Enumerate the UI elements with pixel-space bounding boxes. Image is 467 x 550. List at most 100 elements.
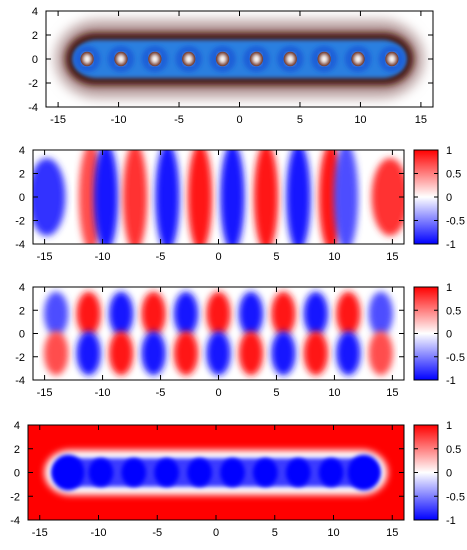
x-tick-label: -10 <box>95 251 111 263</box>
orbital-lobe-lower <box>108 331 134 376</box>
y-tick-label: -4 <box>15 375 25 387</box>
y-tick-label: 4 <box>19 282 25 294</box>
colorbar-tick-label: -1 <box>446 375 456 387</box>
colorbar-tick-label: 0.5 <box>446 444 461 456</box>
orbital-lobe-lower <box>368 331 393 376</box>
y-tick-label: 2 <box>19 305 25 317</box>
orbital-lobe <box>122 150 148 244</box>
x-tick-label: 0 <box>215 387 221 399</box>
chart-panel-3: -15 -10 -5 0 5 10 15 4 2 0 -2 -4 1 0.5 0 -0.5 -1 <box>15 282 465 399</box>
x-tick-label: -10 <box>111 114 127 126</box>
orbital-lobe-upper <box>271 291 296 336</box>
orbital-lobe-upper <box>108 291 134 336</box>
orbital-lobe-upper <box>368 291 393 336</box>
potential-well <box>154 458 179 487</box>
orbital-lobe-lower <box>336 331 361 376</box>
chart-panel-1: -15 -10 -5 0 5 10 15 4 2 0 -2 -4 <box>28 6 434 126</box>
x-tick-label: -10 <box>91 527 107 539</box>
orbital-lobe-upper <box>76 291 101 336</box>
orbital-lobe-lower <box>141 331 166 376</box>
nuclear-core <box>285 53 295 65</box>
nuclear-core <box>353 53 363 65</box>
orbital-lobe <box>155 150 180 244</box>
x-tick-label: 15 <box>415 114 427 126</box>
colorbar-tick-label: 1 <box>446 420 452 432</box>
x-tick-label: -5 <box>174 114 184 126</box>
y-tick-label: 4 <box>19 145 25 157</box>
y-tick-label: 4 <box>32 6 38 18</box>
orbital-lobe-upper <box>206 291 231 336</box>
nuclear-core <box>387 53 397 65</box>
x-tick-label: 0 <box>215 251 221 263</box>
colorbar-tick-label: -0.5 <box>446 216 465 228</box>
nuclear-core <box>150 53 160 65</box>
nuclear-core <box>319 53 329 65</box>
x-tick-label: -5 <box>152 527 162 539</box>
potential-well <box>187 458 212 487</box>
x-tick-label: 5 <box>273 387 279 399</box>
colorbar-tick-label: 0 <box>446 329 452 341</box>
y-tick-label: -2 <box>15 352 25 364</box>
potential-well <box>285 458 311 487</box>
x-tick-label: 10 <box>328 387 340 399</box>
y-tick-label: -4 <box>10 515 20 527</box>
x-tick-label: 15 <box>386 527 398 539</box>
potential-well <box>253 458 278 487</box>
x-tick-label: 0 <box>236 114 242 126</box>
y-tick-label: -4 <box>28 102 38 114</box>
plot-area <box>33 287 404 380</box>
orbital-lobe-lower <box>44 331 69 376</box>
orbital-lobe-lower <box>271 331 296 376</box>
colorbar-tick-label: -1 <box>446 239 456 251</box>
x-tick-label: 5 <box>273 251 279 263</box>
x-tick-label: 15 <box>386 251 398 263</box>
potential-well <box>220 458 245 487</box>
orbital-lobe <box>286 150 311 244</box>
orbital-lobe <box>33 158 66 236</box>
nuclear-core <box>217 53 228 65</box>
y-tick-label: 0 <box>19 192 25 204</box>
orbital-lobe <box>187 150 213 244</box>
orbital-lobe-lower <box>76 331 101 376</box>
orbital-lobe-upper <box>303 291 329 336</box>
orbital-lobe-upper <box>173 291 199 336</box>
colorbar-tick-label: 0.5 <box>446 169 461 181</box>
x-tick-label: 15 <box>386 387 398 399</box>
x-tick-label: 10 <box>328 251 340 263</box>
y-tick-label: 2 <box>14 444 20 456</box>
x-tick-label: -5 <box>156 387 166 399</box>
potential-well <box>51 454 85 491</box>
y-tick-label: 4 <box>14 420 20 432</box>
x-tick-label: -15 <box>37 251 53 263</box>
y-tick-label: 0 <box>14 468 20 480</box>
potential-well <box>318 458 344 487</box>
x-tick-label: 10 <box>354 114 366 126</box>
x-tick-label: -15 <box>50 114 66 126</box>
x-tick-label: -15 <box>32 527 48 539</box>
colorbar-tick-label: 1 <box>446 145 452 157</box>
nuclear-core <box>116 53 126 65</box>
x-tick-label: -5 <box>156 251 166 263</box>
nuclear-core <box>82 53 92 65</box>
orbital-lobe-lower <box>238 331 264 376</box>
x-tick-label: 10 <box>327 527 339 539</box>
x-tick-label: 5 <box>297 114 303 126</box>
nuclear-core <box>184 53 194 65</box>
colorbar-tick-label: 0 <box>446 468 452 480</box>
orbital-lobe-lower <box>303 331 329 376</box>
y-tick-label: -4 <box>15 239 25 251</box>
potential-well <box>88 458 114 487</box>
y-tick-label: -2 <box>15 216 25 228</box>
orbital-lobe-lower <box>206 331 231 376</box>
y-tick-label: 0 <box>32 54 38 66</box>
plot-area <box>33 150 404 244</box>
x-tick-label: -15 <box>37 387 53 399</box>
orbital-lobe <box>220 150 245 244</box>
orbital-lobe-lower <box>173 331 199 376</box>
y-tick-label: -2 <box>28 78 38 90</box>
colorbar-tick-label: 0.5 <box>446 305 461 317</box>
colorbar-tick-label: 1 <box>446 282 452 294</box>
orbital-lobe-upper <box>336 291 361 336</box>
colorbar-tick-label: 0 <box>446 192 452 204</box>
